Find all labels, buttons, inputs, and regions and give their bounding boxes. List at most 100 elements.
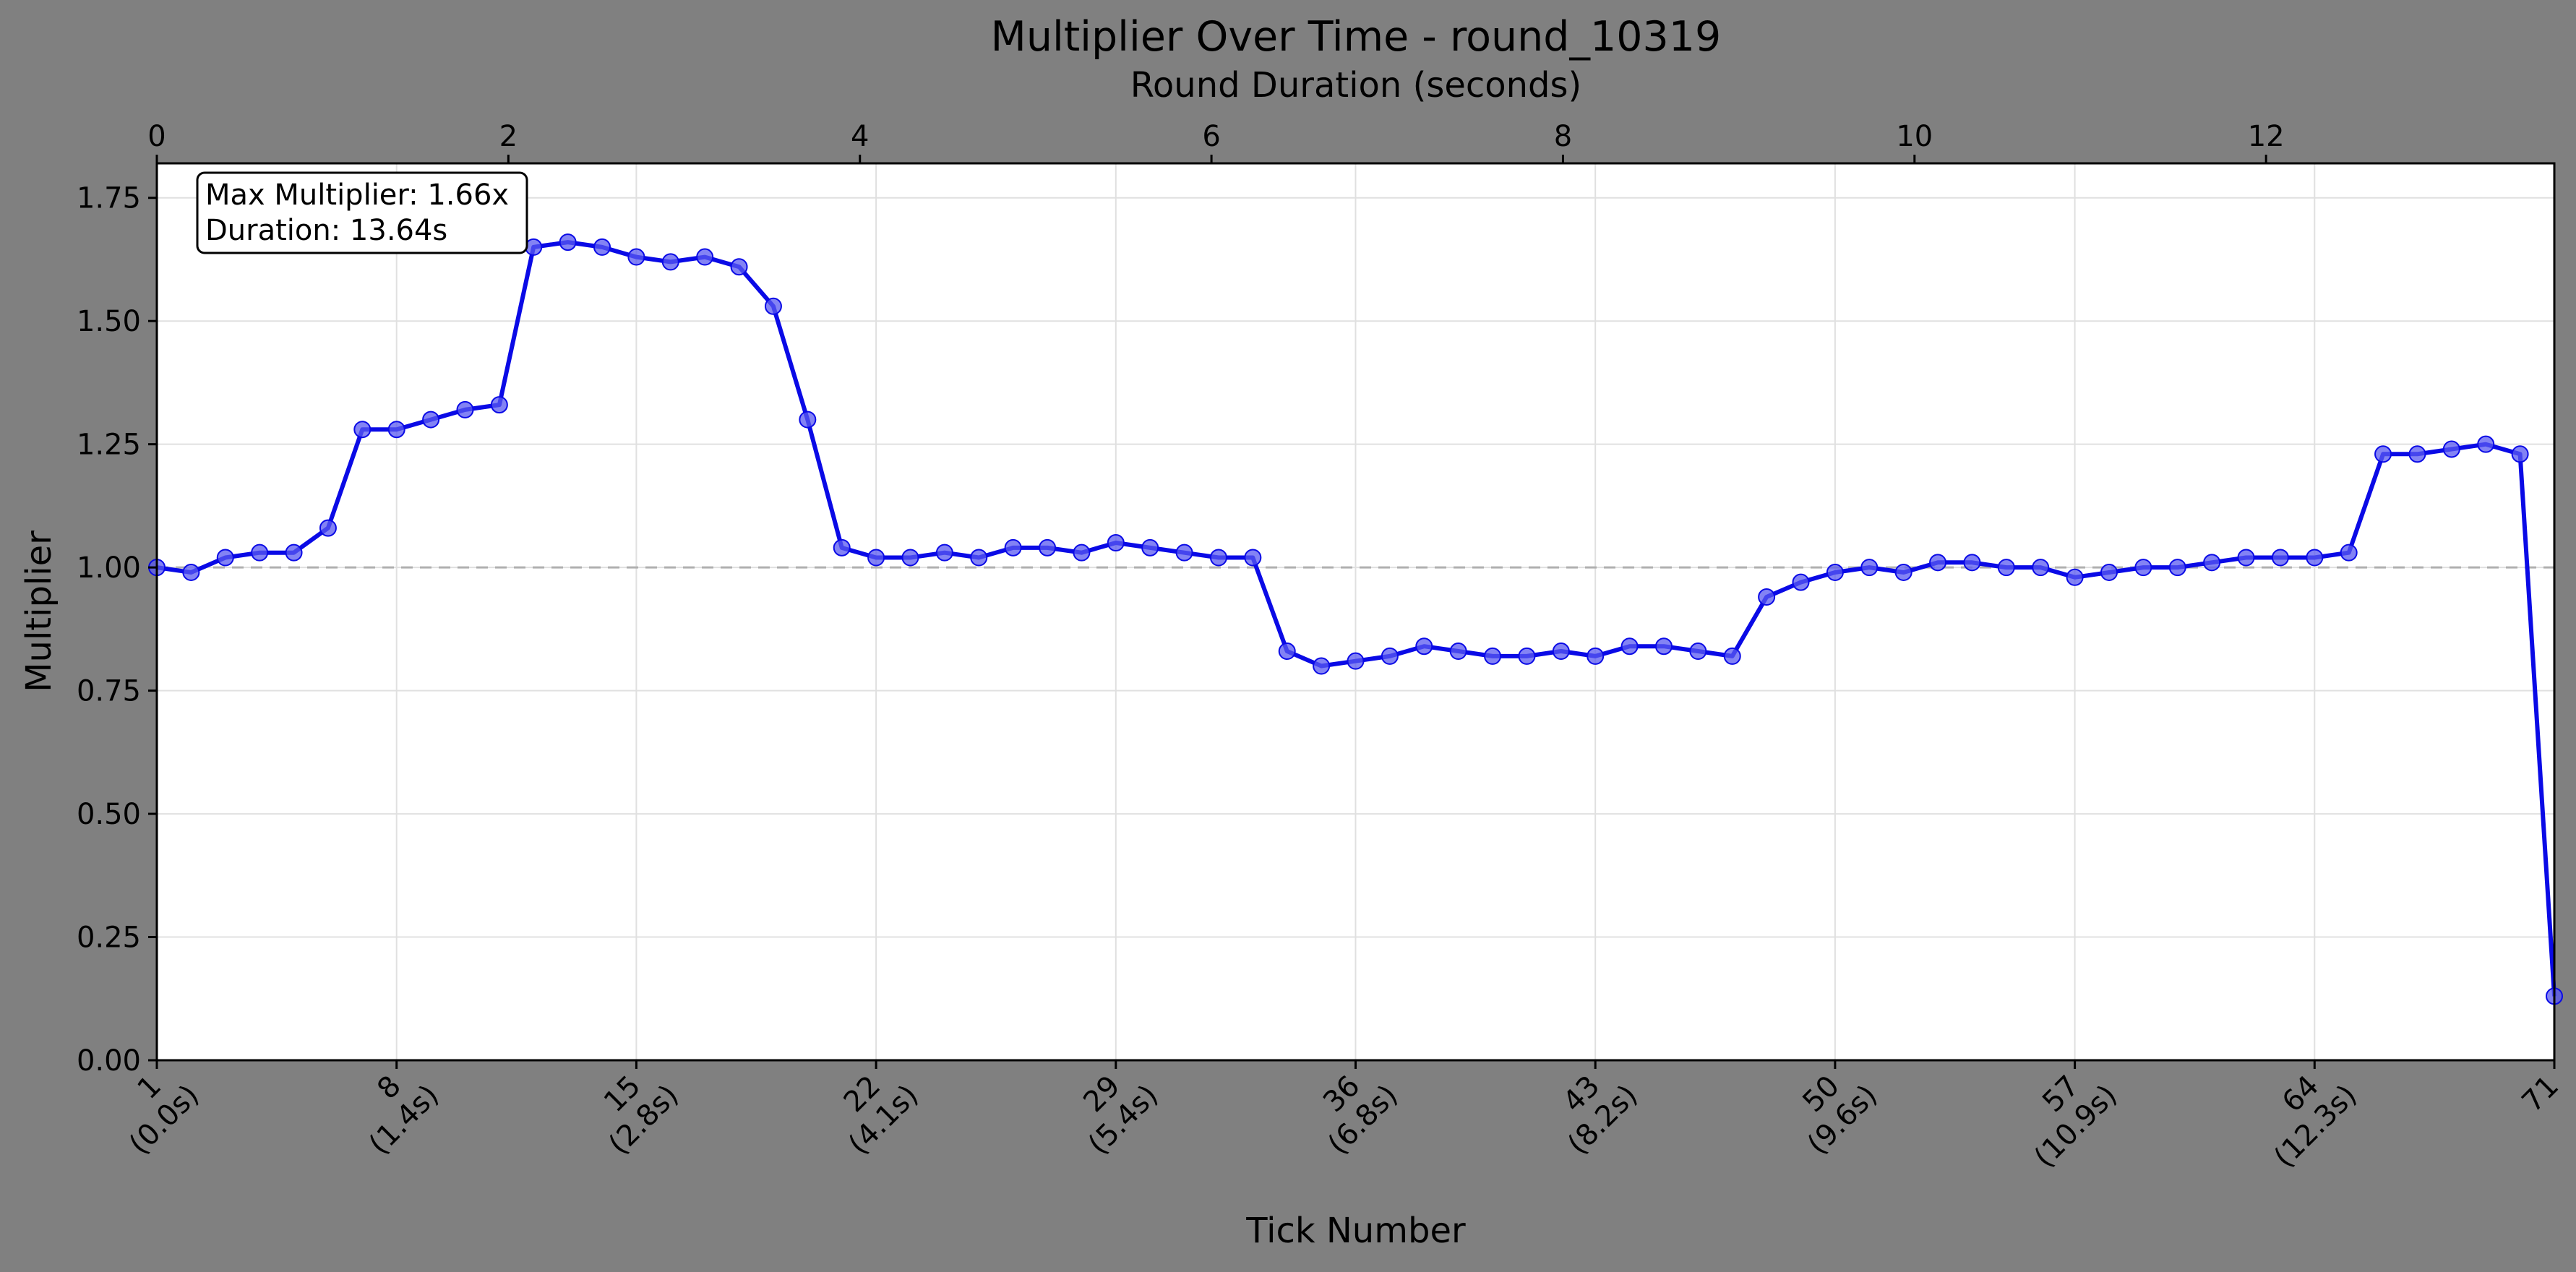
top-axis-label: Round Duration (seconds) [1130,65,1582,106]
x-tick-label: 43(8.2s) [1538,1055,1644,1161]
data-point [490,396,508,414]
y-tick-label: 0.50 [77,798,141,831]
data-point [387,421,405,439]
top-tick-label: 2 [499,120,518,153]
top-tick-label: 12 [2248,120,2285,153]
top-tick-label: 10 [1896,120,1933,153]
top-tick-label: 0 [147,120,166,153]
x-tick-label: 36(6.8s) [1298,1055,1404,1161]
data-point [251,543,269,562]
y-tick-label: 0.00 [77,1044,141,1078]
data-point [1860,559,1879,577]
x-tick-label: 64(12.3s) [2244,1055,2364,1174]
y-axis-label: Multiplier [19,530,59,692]
annotation-max-multiplier: Max Multiplier: 1.66x [205,179,509,212]
data-point [1929,554,1947,572]
data-point [1278,643,1296,661]
y-axis-ticks: 0.00 0.25 0.50 0.75 1.00 1.25 1.50 1.75 [77,182,157,1078]
data-point [1689,643,1707,661]
data-point [1381,647,1399,665]
data-point [456,400,474,418]
data-point [696,248,714,266]
data-point [422,411,440,429]
data-point [1449,643,1467,661]
x-axis-label: Tick Number [1245,1211,1466,1251]
data-point [901,549,919,567]
data-point [1997,559,2015,577]
data-point [799,411,817,429]
data-point [1792,573,1810,591]
x-tick-label: 22(4.1s) [819,1055,925,1161]
x-tick-label: 15(2.8s) [579,1055,685,1161]
data-point [2203,554,2221,572]
data-point [1723,647,1741,665]
data-point [2237,549,2255,567]
data-point [319,519,337,537]
data-point [2066,568,2084,586]
data-point [2442,440,2460,458]
data-point [525,238,543,256]
data-point [627,248,645,266]
data-point [2168,559,2186,577]
x-tick-label: 71 [2516,1070,2566,1120]
data-point [2271,549,2289,567]
stats-annotation: Max Multiplier: 1.66x Duration: 13.64s [196,171,528,254]
data-point [1313,657,1331,675]
data-point [1347,652,1365,670]
data-point [1963,554,1981,572]
data-point [1244,549,1262,567]
data-point [661,253,679,271]
data-point [2374,445,2392,463]
x-tick-label: 50(9.6s) [1777,1055,1884,1161]
x-tick-label: 29(5.4s) [1058,1055,1164,1161]
annotation-duration: Duration: 13.64s [205,214,447,247]
top-tick-label: 6 [1202,120,1220,153]
data-point [353,421,372,439]
data-points [148,233,2563,1005]
data-point [833,538,851,556]
data-point [1894,563,1912,581]
y-tick-label: 1.25 [77,429,141,462]
y-tick-label: 0.25 [77,921,141,955]
x-tick-label: 8(1.4s) [339,1055,445,1161]
data-point [1758,588,1776,606]
data-point [1141,538,1159,556]
data-point [182,563,200,581]
top-axis-ticks: 0 2 4 6 8 10 12 [147,120,2285,163]
data-point [1415,637,1433,656]
data-point [970,549,988,567]
data-point [764,297,782,315]
data-point [2511,445,2529,463]
data-point [216,549,234,567]
annotation-box [196,171,528,254]
data-point [1107,534,1125,552]
top-tick-label: 8 [1554,120,1572,153]
data-point [1039,538,1057,556]
chart-title: Multiplier Over Time - round_10319 [991,13,1722,61]
data-point [1552,643,1570,661]
data-point [1826,563,1844,581]
data-point [1654,637,1673,656]
data-point [935,543,953,562]
data-point [1587,647,1605,665]
data-point [2032,559,2050,577]
data-point [1004,538,1022,556]
data-point [1073,543,1091,562]
y-tick-label: 1.75 [77,182,141,215]
data-point [2100,563,2118,581]
top-tick-label: 4 [851,120,869,153]
y-tick-label: 1.00 [77,551,141,585]
data-point [1518,647,1536,665]
x-axis-ticks: 1(0.0s) 8(1.4s) 15(2.8s) 22(4.1s) 29(5.4s) 36… [123,1055,2566,1174]
data-point [730,258,748,276]
data-point [1484,647,1502,665]
y-tick-label: 0.75 [77,675,141,708]
data-point [559,233,577,252]
data-point [1209,549,1227,567]
data-point [2408,445,2426,463]
data-point [593,238,611,256]
data-point [2134,559,2152,577]
x-tick-label: 57(10.9s) [2004,1055,2124,1174]
y-tick-label: 1.50 [77,305,141,338]
